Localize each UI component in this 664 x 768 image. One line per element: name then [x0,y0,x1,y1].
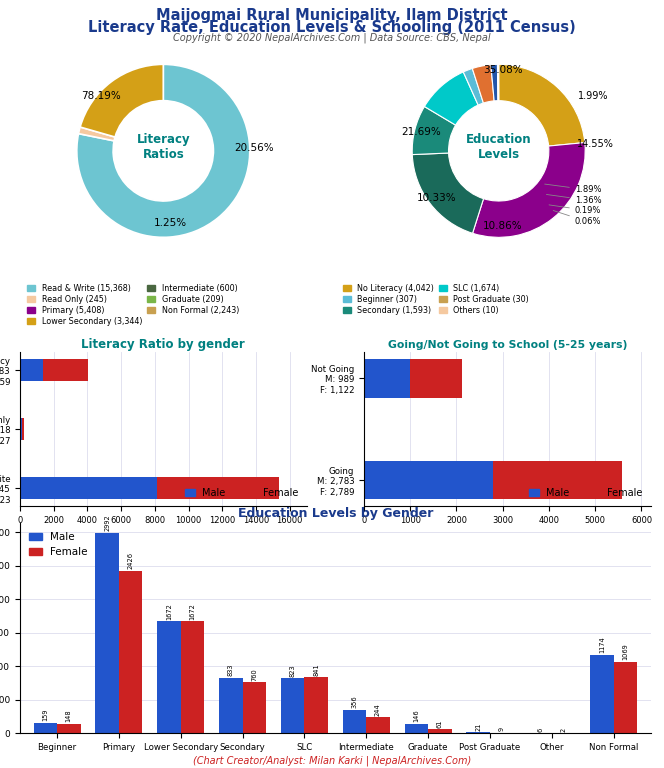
Text: 9: 9 [499,727,505,731]
Bar [20,418,22,440]
Text: 35.08%: 35.08% [483,65,523,75]
Wedge shape [412,153,483,233]
Text: 1672: 1672 [189,603,195,620]
Text: Maijogmai Rural Municipality, Ilam District: Maijogmai Rural Municipality, Ilam Distr… [156,8,508,23]
Bar [614,662,637,733]
Bar [364,359,410,398]
Bar [20,359,43,381]
Text: 61: 61 [437,720,443,728]
Title: Going/Not Going to School (5-25 years): Going/Not Going to School (5-25 years) [388,339,627,349]
Text: 841: 841 [313,663,319,676]
Wedge shape [412,107,456,154]
Wedge shape [80,65,163,137]
Text: 1.99%: 1.99% [578,91,609,101]
Text: 823: 823 [290,664,295,677]
Text: 0.19%: 0.19% [549,205,601,215]
Text: 1.89%: 1.89% [544,184,602,194]
Bar [367,717,390,733]
Bar [304,677,328,733]
Wedge shape [424,72,478,125]
Wedge shape [78,127,115,141]
Text: 244: 244 [375,703,381,716]
Text: 833: 833 [228,664,234,676]
Bar [157,621,181,733]
Text: Education
Levels: Education Levels [466,133,531,161]
Bar [364,461,493,499]
Wedge shape [497,65,499,101]
Text: 2: 2 [560,728,566,732]
Bar [343,710,367,733]
Bar [43,359,88,381]
Text: 10.86%: 10.86% [483,220,523,230]
Bar [428,730,452,733]
Text: 6: 6 [537,727,543,732]
Text: 146: 146 [413,710,420,722]
Text: 148: 148 [66,710,72,722]
Text: 0.06%: 0.06% [553,210,602,227]
Text: 78.19%: 78.19% [81,91,121,101]
Text: 2992: 2992 [104,515,110,531]
Bar [590,654,614,733]
Text: Literacy
Ratios: Literacy Ratios [137,133,190,161]
Text: 21: 21 [475,723,481,730]
Text: 2426: 2426 [127,552,133,569]
Text: 1174: 1174 [599,637,605,654]
Bar [219,677,242,733]
Bar [466,732,490,733]
Text: Copyright © 2020 NepalArchives.Com | Data Source: CBS, Nepal: Copyright © 2020 NepalArchives.Com | Dat… [173,32,491,43]
Bar [181,621,205,733]
Title: Education Levels by Gender: Education Levels by Gender [238,507,433,520]
Wedge shape [491,65,498,101]
Wedge shape [499,65,585,146]
Bar [20,477,157,499]
Wedge shape [472,65,494,103]
Legend: Male, Female: Male, Female [181,484,301,502]
Bar [404,723,428,733]
Text: 14.55%: 14.55% [576,138,614,148]
Wedge shape [77,65,250,237]
Text: 760: 760 [251,668,258,681]
Legend: Male, Female: Male, Female [25,528,92,561]
Wedge shape [473,143,585,237]
Legend: Male, Female: Male, Female [525,484,646,502]
Text: 21.69%: 21.69% [401,127,441,137]
Text: 159: 159 [42,709,48,721]
Text: 1069: 1069 [622,644,628,660]
Text: 10.33%: 10.33% [416,193,456,203]
Bar [281,678,304,733]
Bar [33,723,57,733]
Bar [57,723,80,733]
Legend: No Literacy (4,042), Beginner (307), Secondary (1,593), SLC (1,674), Post Gradua: No Literacy (4,042), Beginner (307), Sec… [339,280,533,318]
Bar [96,533,119,733]
Text: 20.56%: 20.56% [234,143,274,153]
Bar [242,683,266,733]
Wedge shape [463,68,483,105]
Bar [410,359,461,398]
Text: 1672: 1672 [166,603,172,620]
Text: 1.25%: 1.25% [153,218,187,228]
Title: Literacy Ratio by gender: Literacy Ratio by gender [82,338,245,351]
Text: 1.36%: 1.36% [546,194,602,205]
Bar [119,571,142,733]
Text: (Chart Creator/Analyst: Milan Karki | NepalArchives.Com): (Chart Creator/Analyst: Milan Karki | Ne… [193,756,471,766]
Bar [22,418,24,440]
Text: 356: 356 [351,696,357,708]
Text: Literacy Rate, Education Levels & Schooling (2011 Census): Literacy Rate, Education Levels & School… [88,20,576,35]
Bar [157,477,279,499]
Bar [493,461,622,499]
